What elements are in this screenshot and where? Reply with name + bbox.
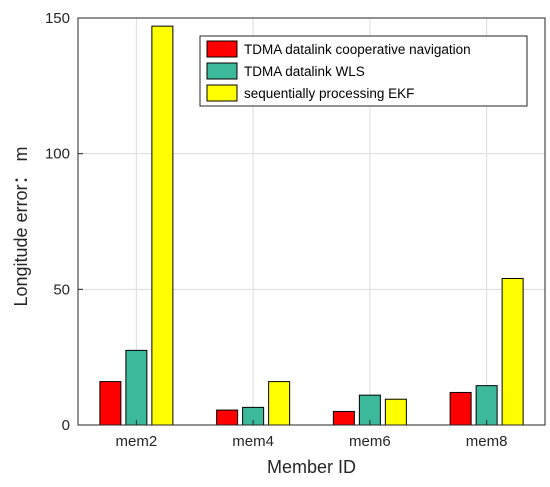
bar-mem8-series-3 [501,277,524,426]
legend-label: sequentially processing EKF [244,86,414,101]
legend: TDMA datalink cooperative navigation TDMA… [199,35,528,107]
bar-mem8-series-2 [475,385,498,426]
legend-swatch [206,40,238,58]
bars [99,25,524,426]
x-ticks: mem2 mem4 mem6 mem8 [116,420,508,450]
legend-label: TDMA datalink cooperative navigation [244,42,471,57]
y-ticks: 0 50 100 150 [45,10,83,434]
x-tick-label: mem4 [232,433,274,450]
bar-mem6-series-3 [384,398,407,426]
x-axis-label: Member ID [267,457,356,477]
legend-swatch [206,62,238,80]
plot-frame [77,17,546,426]
bar-mem4-series-1 [216,409,239,426]
x-tick-label: mem6 [349,433,391,450]
bar-mem2-series-3 [151,25,174,426]
y-tick-label: 0 [62,417,70,434]
bar-mem4-series-3 [268,381,291,426]
legend-label: TDMA datalink WLS [244,64,365,79]
y-tick-label: 50 [53,281,70,298]
bar-mem2-series-1 [99,381,122,426]
x-tick-label: mem8 [466,433,508,450]
y-tick-label: 100 [45,146,70,163]
bar-mem6-series-1 [332,410,355,426]
legend-box [199,35,528,107]
legend-swatch [206,84,238,102]
y-axis-label: Longitude error： m [11,146,31,306]
bar-mem8-series-1 [449,391,472,426]
y-tick-label: 150 [45,10,70,27]
x-tick-label: mem2 [116,433,158,450]
bar-mem2-series-2 [125,349,148,426]
